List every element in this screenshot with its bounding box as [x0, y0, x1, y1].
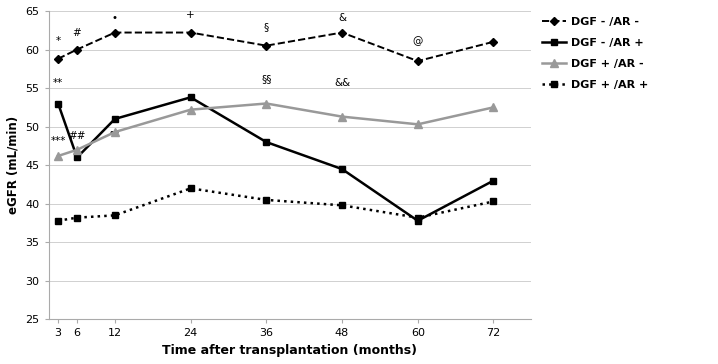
Text: +: +	[186, 10, 195, 20]
Text: ••: ••	[109, 128, 121, 138]
Text: &: &	[338, 12, 346, 23]
Legend: DGF - /AR -, DGF - /AR +, DGF + /AR -, DGF + /AR +: DGF - /AR -, DGF - /AR +, DGF + /AR -, D…	[541, 16, 648, 90]
Text: §§: §§	[261, 74, 271, 84]
Text: *: *	[55, 36, 61, 46]
Text: ##: ##	[68, 131, 85, 141]
Y-axis label: eGFR (mL/min): eGFR (mL/min)	[7, 116, 20, 214]
X-axis label: Time after transplantation (months): Time after transplantation (months)	[162, 344, 417, 357]
Text: ***: ***	[50, 136, 66, 146]
Text: •: •	[112, 12, 118, 23]
Text: &&: &&	[334, 78, 350, 88]
Text: #: #	[73, 28, 81, 38]
Text: **: **	[53, 78, 63, 88]
Text: @: @	[413, 36, 423, 46]
Text: §: §	[264, 23, 269, 32]
